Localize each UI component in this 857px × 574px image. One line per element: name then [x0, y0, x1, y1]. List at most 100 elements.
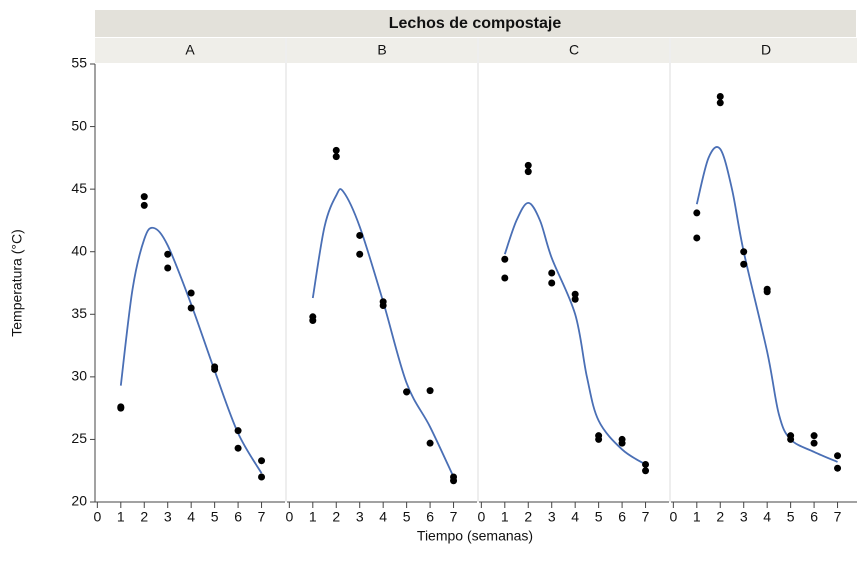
point: [810, 432, 818, 440]
x-tick-label: 4: [379, 509, 387, 525]
x-tick-label: 7: [258, 509, 266, 525]
point: [426, 387, 434, 395]
point: [187, 304, 195, 312]
x-tick-label: 1: [501, 509, 509, 525]
x-tick-label: 2: [524, 509, 532, 525]
panel-title: D: [761, 42, 771, 58]
point: [309, 317, 317, 325]
point: [140, 201, 148, 209]
x-tick-label: 5: [211, 509, 219, 525]
x-tick-label: 1: [309, 509, 317, 525]
x-tick-label: 2: [140, 509, 148, 525]
x-tick-label: 5: [403, 509, 411, 525]
chart-title: Lechos de compostaje: [389, 15, 562, 32]
point: [258, 473, 266, 481]
panel-strip: [671, 38, 857, 63]
smooth-line: [503, 202, 647, 466]
x-tick-label: 6: [234, 509, 242, 525]
point: [234, 427, 242, 435]
point: [642, 460, 650, 468]
point: [356, 231, 364, 239]
point: [117, 403, 125, 411]
x-tick-label: 2: [716, 509, 724, 525]
point: [763, 288, 771, 296]
smooth-line: [695, 146, 838, 463]
y-axis-label: Temperatura (°C): [9, 229, 25, 337]
point: [740, 260, 748, 268]
point: [356, 250, 364, 258]
point: [787, 435, 795, 443]
point: [642, 467, 650, 475]
point: [332, 153, 340, 161]
point: [403, 388, 411, 396]
panel-strip: [95, 38, 285, 63]
x-tick-label: 7: [450, 509, 458, 525]
x-tick-label: 3: [548, 509, 556, 525]
point: [164, 264, 172, 272]
point: [810, 439, 818, 447]
x-tick-label: 6: [618, 509, 626, 525]
point: [524, 161, 532, 169]
point: [211, 365, 219, 373]
point: [140, 193, 148, 201]
x-tick-label: 4: [187, 509, 195, 525]
y-tick-label: 55: [71, 55, 87, 71]
x-tick-label: 0: [669, 509, 677, 525]
point: [187, 289, 195, 297]
point: [379, 302, 387, 310]
x-tick-label: 4: [763, 509, 771, 525]
point: [548, 269, 556, 277]
point: [258, 457, 266, 465]
x-tick-label: 0: [477, 509, 485, 525]
smooth-line: [119, 226, 263, 474]
panel-strip: [287, 38, 477, 63]
panel-strip: [479, 38, 669, 63]
panel-title: B: [377, 42, 386, 58]
point: [332, 146, 340, 154]
y-tick-label: 45: [71, 180, 87, 196]
point: [834, 464, 842, 472]
point: [501, 255, 509, 263]
panel-title: A: [185, 42, 195, 58]
point: [450, 477, 458, 485]
point: [571, 290, 579, 298]
x-tick-label: 5: [787, 509, 795, 525]
point: [426, 439, 434, 447]
x-tick-label: 1: [693, 509, 701, 525]
x-tick-label: 5: [595, 509, 603, 525]
x-tick-label: 2: [332, 509, 340, 525]
point: [234, 444, 242, 452]
x-tick-label: 0: [93, 509, 101, 525]
x-tick-label: 6: [810, 509, 818, 525]
point: [164, 250, 172, 258]
point: [716, 93, 724, 101]
x-tick-label: 3: [164, 509, 172, 525]
x-tick-label: 6: [426, 509, 434, 525]
y-tick-label: 20: [71, 493, 87, 509]
x-tick-label: 3: [356, 509, 364, 525]
smooth-line: [311, 188, 455, 478]
x-axis-label: Tiempo (semanas): [417, 528, 533, 544]
x-tick-label: 3: [740, 509, 748, 525]
point: [740, 248, 748, 256]
x-tick-label: 1: [117, 509, 125, 525]
title-strip: [95, 10, 856, 37]
y-tick-label: 30: [71, 368, 87, 384]
point: [548, 279, 556, 287]
y-tick-label: 25: [71, 430, 87, 446]
point: [595, 435, 603, 443]
panel-title: C: [569, 42, 579, 58]
point: [693, 209, 701, 217]
point: [693, 234, 701, 242]
point: [618, 439, 626, 447]
x-tick-label: 7: [642, 509, 650, 525]
x-tick-label: 4: [571, 509, 579, 525]
point: [501, 274, 509, 282]
point: [834, 452, 842, 460]
y-tick-label: 40: [71, 242, 87, 258]
point: [571, 295, 579, 303]
y-tick-label: 35: [71, 305, 87, 321]
point: [716, 99, 724, 107]
y-tick-label: 50: [71, 117, 87, 133]
